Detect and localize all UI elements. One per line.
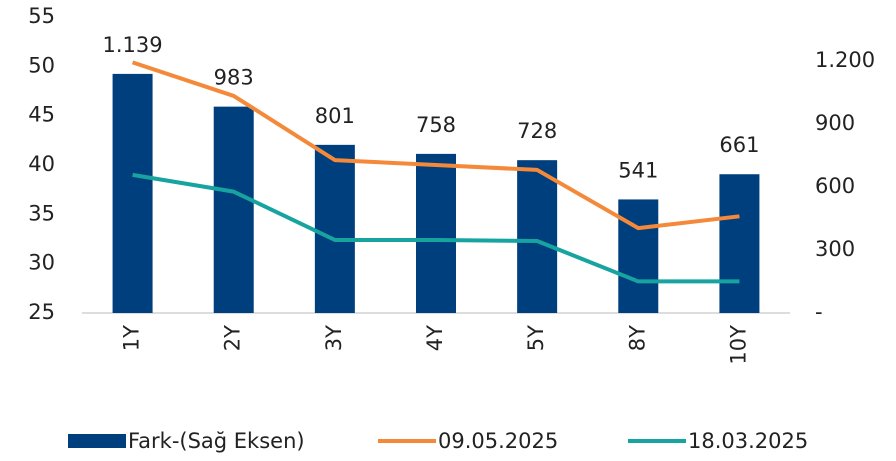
bar	[314, 144, 355, 313]
y-tick-label: 30	[28, 251, 55, 275]
data-label: 728	[517, 119, 557, 143]
y-tick-label: 45	[28, 103, 55, 127]
bar	[517, 160, 558, 313]
x-tick-label: 4Y	[423, 325, 447, 351]
legend-label: Fark-(Sağ Eksen)	[128, 429, 305, 453]
y-tick-label: 55	[28, 4, 55, 28]
line	[132, 172, 740, 284]
line	[131, 60, 740, 231]
y2-tick-label: 600	[815, 174, 855, 198]
data-label: 541	[618, 158, 658, 182]
x-tick-label: 10Y	[726, 325, 750, 365]
x-tick-label: 2Y	[221, 325, 245, 351]
bar	[213, 106, 254, 314]
bar	[618, 199, 659, 313]
data-label: 983	[214, 66, 254, 90]
x-tick-label: 3Y	[322, 325, 346, 351]
y-tick-label: 40	[28, 152, 55, 176]
data-label: 801	[315, 104, 355, 128]
bar	[112, 73, 153, 313]
legend-swatch	[68, 434, 126, 448]
data-label: 1.139	[103, 33, 163, 57]
bar	[416, 153, 456, 313]
y-tick-label: 25	[28, 300, 55, 324]
y2-tick-label: 900	[815, 111, 855, 135]
legend-label: 09.05.2025	[438, 429, 558, 453]
y-tick-label: 35	[28, 201, 55, 225]
x-tick-label: 8Y	[625, 325, 649, 351]
data-label: 661	[719, 133, 759, 157]
data-label: 758	[416, 113, 456, 137]
y-tick-label: 50	[28, 53, 55, 77]
y2-tick-label: -	[815, 300, 823, 324]
x-tick-label: 1Y	[120, 325, 144, 351]
legend-label: 18.03.2025	[688, 429, 808, 453]
y2-tick-label: 300	[815, 237, 855, 261]
bar	[719, 174, 760, 313]
y2-tick-label: 1.200	[815, 48, 875, 72]
x-tick-label: 5Y	[524, 325, 548, 351]
